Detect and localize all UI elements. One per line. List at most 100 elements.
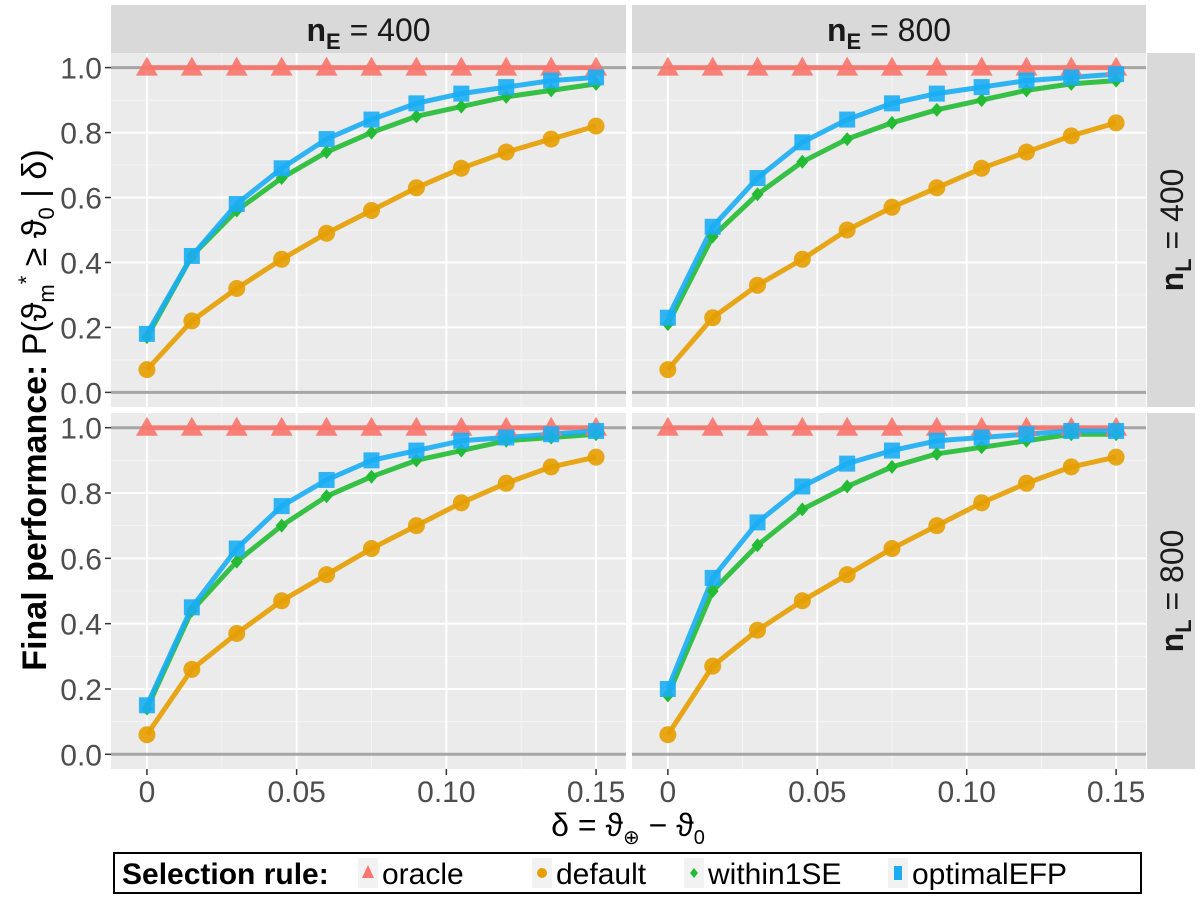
- data-point-default: [659, 361, 677, 379]
- x-tick-label: 0.10: [417, 776, 475, 809]
- data-point-oracle: [970, 56, 993, 76]
- data-point-oracle: [450, 416, 473, 436]
- data-point-optimalEFP: [363, 452, 380, 469]
- data-point-optimalEFP: [928, 432, 945, 449]
- data-point-optimalEFP: [1063, 422, 1080, 439]
- data-point-default: [1062, 127, 1080, 145]
- data-point-optimalEFP: [453, 85, 470, 102]
- data-point-optimalEFP: [704, 218, 721, 235]
- x-axis-title-mid: − ϑ: [640, 807, 694, 843]
- column-strip-label: nE = 400: [306, 12, 430, 54]
- data-point-oracle: [656, 56, 679, 76]
- data-point-optimalEFP: [453, 432, 470, 449]
- data-point-optimalEFP: [928, 85, 945, 102]
- strip-background: [1147, 53, 1195, 407]
- legend-box: [113, 852, 1142, 894]
- data-point-within1SE: [410, 109, 423, 124]
- x-axis-title-sub1: ⊕: [623, 827, 640, 849]
- data-point-default: [318, 224, 336, 242]
- y-axis-title-p: P(ϑ: [16, 302, 54, 355]
- column-strip-1: nE = 800: [632, 5, 1146, 54]
- data-point-within1SE: [275, 518, 288, 533]
- data-point-oracle: [315, 416, 338, 436]
- strip-value: = 400: [1154, 169, 1190, 259]
- data-point-optimalEFP: [839, 111, 856, 128]
- data-point-optimalEFP: [659, 680, 676, 697]
- panel-r0-c0: [111, 53, 626, 407]
- row-strip-label: nL = 400: [1154, 169, 1196, 292]
- data-point-optimalEFP: [973, 79, 990, 96]
- data-point-optimalEFP: [543, 72, 560, 89]
- data-point-within1SE: [885, 115, 898, 130]
- data-point-optimalEFP: [183, 599, 200, 616]
- data-point-oracle: [180, 56, 203, 76]
- data-point-optimalEFP: [408, 95, 425, 112]
- y-axis-title-end: | δ): [16, 149, 54, 207]
- data-point-oracle: [791, 416, 814, 436]
- data-point-default: [1017, 474, 1035, 492]
- data-point-optimalEFP: [183, 247, 200, 264]
- legend-title: Selection rule:: [122, 858, 329, 891]
- series-markers-optimalEFP: [659, 66, 1125, 326]
- data-point-optimalEFP: [588, 422, 605, 439]
- data-point-oracle: [135, 416, 158, 436]
- data-point-default: [973, 159, 991, 177]
- data-point-default: [497, 474, 515, 492]
- data-point-within1SE: [841, 132, 854, 147]
- panel-r1-c1: [632, 413, 1146, 769]
- legend-label: oracle: [382, 858, 464, 891]
- legend-triangle-icon: [362, 865, 374, 878]
- series-markers-oracle: [135, 416, 608, 436]
- data-point-oracle: [225, 56, 248, 76]
- axes-layer: 0.00.20.40.60.81.00.00.20.40.60.81.00 0.0…: [60, 53, 1145, 809]
- x-axis-title-sub2: 0: [694, 827, 705, 849]
- data-point-default: [407, 517, 425, 535]
- data-point-default: [183, 660, 201, 678]
- data-point-oracle: [270, 416, 293, 436]
- data-point-optimalEFP: [1063, 69, 1080, 86]
- data-point-within1SE: [841, 479, 854, 494]
- legend-entry-optimalEFP: optimalEFP: [888, 858, 1067, 891]
- y-axis-title-sub1: m: [34, 284, 59, 302]
- data-point-optimalEFP: [273, 160, 290, 177]
- data-point-optimalEFP: [408, 442, 425, 459]
- x-tick-label: 0.10: [938, 776, 996, 809]
- data-point-within1SE: [706, 584, 719, 598]
- x-tick-label: 0.05: [788, 776, 846, 809]
- data-point-optimalEFP: [498, 79, 515, 96]
- data-point-optimalEFP: [749, 170, 766, 187]
- data-point-oracle: [405, 416, 428, 436]
- data-point-default: [749, 621, 767, 639]
- data-point-optimalEFP: [704, 569, 721, 586]
- data-point-oracle: [701, 56, 724, 76]
- legend-entry-oracle: oracle: [358, 858, 464, 891]
- data-point-default: [928, 517, 946, 535]
- data-point-within1SE: [230, 554, 243, 569]
- data-point-oracle: [270, 56, 293, 76]
- data-point-default: [407, 179, 425, 197]
- legend-entry-default: default: [532, 858, 647, 891]
- data-point-optimalEFP: [973, 429, 990, 446]
- data-point-default: [183, 312, 201, 330]
- y-axis-title-bold: Final performance:: [16, 355, 54, 671]
- legend-square-icon: [894, 866, 902, 880]
- legend-circle-icon: [537, 868, 547, 878]
- data-point-oracle: [495, 56, 518, 76]
- series-markers-default: [659, 448, 1125, 744]
- data-point-optimalEFP: [138, 697, 155, 714]
- data-point-optimalEFP: [883, 442, 900, 459]
- y-tick-label: 1.0: [60, 53, 102, 86]
- data-point-default: [273, 592, 291, 610]
- x-tick-label: 0: [139, 776, 156, 809]
- data-point-default: [1107, 114, 1125, 132]
- data-point-oracle: [880, 56, 903, 76]
- y-tick-label: 0.2: [60, 312, 102, 345]
- data-point-optimalEFP: [228, 196, 245, 213]
- x-axis-title: δ = ϑ⊕ − ϑ0: [551, 807, 705, 849]
- data-point-within1SE: [365, 125, 378, 140]
- strip-value: = 400: [341, 12, 431, 48]
- y-tick-label: 0.8: [60, 118, 102, 151]
- row-strip-1: nL = 800: [1147, 413, 1196, 769]
- legend: Selection rule: oracle default within1SE op…: [113, 852, 1142, 894]
- y-tick-label: 0.6: [60, 543, 102, 576]
